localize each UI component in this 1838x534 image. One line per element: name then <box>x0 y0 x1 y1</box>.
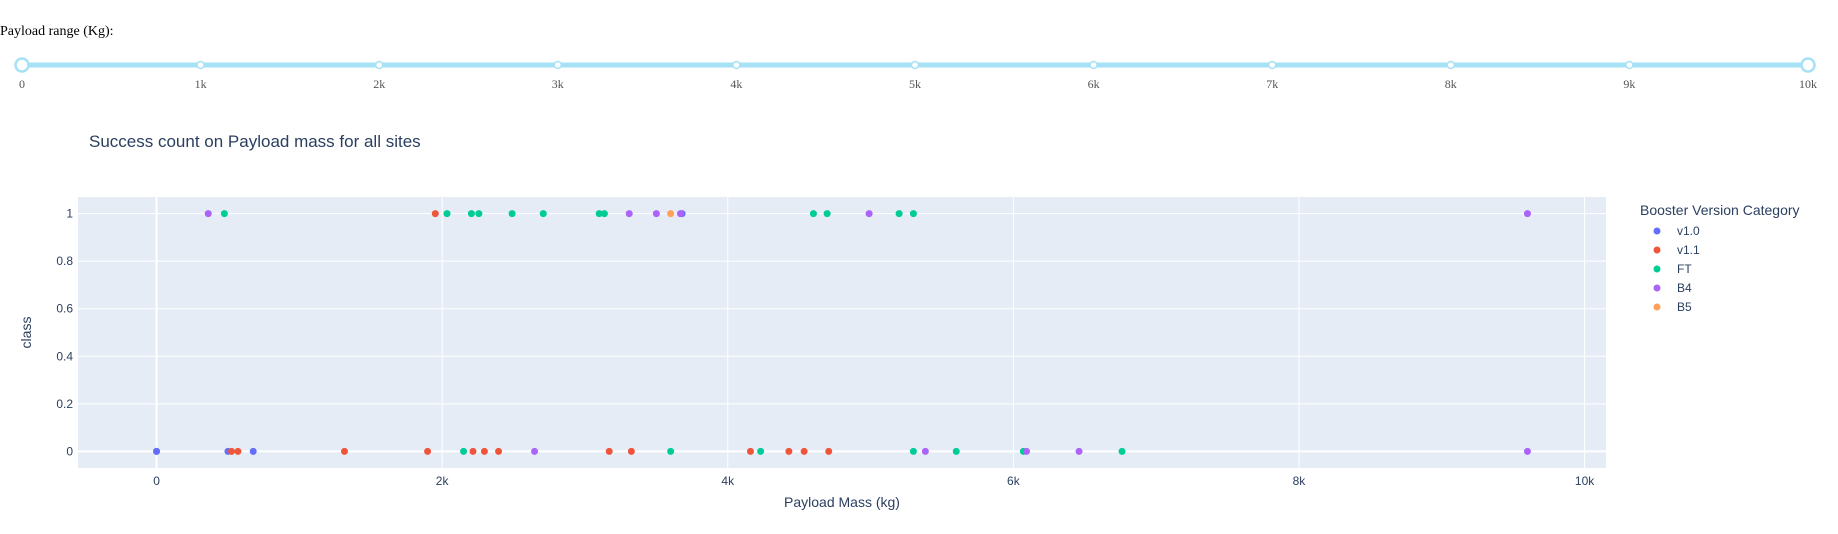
data-point-b4[interactable] <box>652 210 660 218</box>
legend: Booster Version Category v1.0 v1.1 FT B4 B5 <box>1640 202 1800 314</box>
slider-mark-label[interactable]: 2k <box>373 77 385 90</box>
data-point-v1-1[interactable] <box>424 447 432 455</box>
slider-mark-dot[interactable] <box>732 60 741 70</box>
data-point-ft[interactable] <box>952 447 960 455</box>
data-point-ft[interactable] <box>539 210 547 218</box>
slider-handle-max[interactable] <box>1800 57 1816 73</box>
slider-mark-label[interactable]: 1k <box>195 77 207 90</box>
slider-mark-dot[interactable] <box>1446 60 1456 70</box>
legend-item-label[interactable]: B5 <box>1677 300 1692 314</box>
data-point-b4[interactable] <box>204 210 212 218</box>
y-tick-label: 0 <box>66 444 73 458</box>
data-point-v1-1[interactable] <box>469 447 477 455</box>
data-point-v1-0[interactable] <box>153 447 161 455</box>
data-point-b4[interactable] <box>676 210 684 218</box>
y-tick-label: 0.6 <box>56 302 73 316</box>
slider-handle-min[interactable] <box>14 57 30 73</box>
data-point-v1-1[interactable] <box>746 447 754 455</box>
slider-mark-label[interactable]: 7k <box>1266 77 1278 90</box>
data-point-v1-1[interactable] <box>605 447 613 455</box>
plot-background <box>78 197 1606 468</box>
slider-mark-dot[interactable] <box>1267 60 1277 70</box>
slider-mark-label[interactable]: 8k <box>1445 77 1457 90</box>
legend-marker[interactable] <box>1653 303 1661 311</box>
data-point-ft[interactable] <box>220 210 228 218</box>
legend-item-label[interactable]: v1.1 <box>1677 243 1700 257</box>
data-point-v1-1[interactable] <box>627 447 635 455</box>
data-point-b4[interactable] <box>1523 447 1531 455</box>
chart-title: Success count on Payload mass for all si… <box>89 132 421 151</box>
x-tick-label: 2k <box>436 474 450 488</box>
data-point-ft[interactable] <box>667 447 675 455</box>
data-point-ft[interactable] <box>595 210 603 218</box>
data-point-ft[interactable] <box>467 210 475 218</box>
slider-mark-dot[interactable] <box>910 60 920 70</box>
data-point-b4[interactable] <box>865 210 873 218</box>
data-point-v1-1[interactable] <box>431 210 439 218</box>
data-point-ft[interactable] <box>1118 447 1126 455</box>
data-point-v1-1[interactable] <box>800 447 808 455</box>
data-point-v1-1[interactable] <box>785 447 793 455</box>
legend-marker[interactable] <box>1653 265 1661 273</box>
data-point-ft[interactable] <box>460 447 468 455</box>
slider-mark-label[interactable]: 3k <box>552 77 564 90</box>
y-tick-label: 1 <box>66 207 73 221</box>
slider-mark-dot[interactable] <box>1089 60 1098 70</box>
y-tick-label: 0.4 <box>56 349 73 363</box>
slider-mark-label[interactable]: 4k <box>730 77 742 90</box>
y-tick-label: 0.2 <box>56 397 73 411</box>
x-tick-label: 4k <box>721 474 735 488</box>
y-tick-label: 0.8 <box>56 254 73 268</box>
data-point-ft[interactable] <box>823 210 831 218</box>
data-point-v1-1[interactable] <box>234 447 242 455</box>
data-point-b4[interactable] <box>1075 447 1083 455</box>
data-point-ft[interactable] <box>809 210 817 218</box>
legend-item-label[interactable]: v1.0 <box>1677 224 1700 238</box>
y-axis-title: class <box>18 317 34 349</box>
data-point-v1-1[interactable] <box>495 447 503 455</box>
legend-title: Booster Version Category <box>1640 202 1800 218</box>
slider-mark-dot[interactable] <box>553 60 563 70</box>
slider-mark-dot[interactable] <box>196 60 205 70</box>
data-point-ft[interactable] <box>443 210 451 218</box>
data-point-b5[interactable] <box>667 210 675 218</box>
data-point-b4[interactable] <box>625 210 633 218</box>
data-point-b4[interactable] <box>1023 447 1031 455</box>
payload-range-slider[interactable]: 0 1k 2k 3k 4k 5k 6k 7k 8k 9k 10k <box>0 50 1838 90</box>
data-point-ft[interactable] <box>909 210 917 218</box>
data-point-b4[interactable] <box>1523 210 1531 218</box>
data-point-ft[interactable] <box>895 210 903 218</box>
x-tick-label: 6k <box>1007 474 1021 488</box>
slider-mark-dot[interactable] <box>374 60 384 70</box>
x-tick-label: 8k <box>1293 474 1307 488</box>
data-point-v1-1[interactable] <box>340 447 348 455</box>
slider-mark-label[interactable]: 0 <box>19 77 25 90</box>
legend-marker[interactable] <box>1653 246 1661 254</box>
legend-item-label[interactable]: B4 <box>1677 281 1692 295</box>
payload-range-label: Payload range (Kg): <box>0 24 114 39</box>
data-point-b4[interactable] <box>531 447 539 455</box>
slider-mark-label[interactable]: 5k <box>909 77 921 90</box>
x-tick-label: 10k <box>1575 474 1595 488</box>
data-point-b4[interactable] <box>921 447 929 455</box>
data-point-ft[interactable] <box>508 210 516 218</box>
data-point-v1-0[interactable] <box>249 447 257 455</box>
x-tick-label: 0 <box>153 474 160 488</box>
slider-mark-label[interactable]: 9k <box>1623 77 1635 90</box>
data-point-v1-1[interactable] <box>480 447 488 455</box>
data-point-ft[interactable] <box>475 210 483 218</box>
legend-marker[interactable] <box>1653 284 1661 292</box>
data-point-ft[interactable] <box>600 210 608 218</box>
data-point-v1-1[interactable] <box>825 447 833 455</box>
slider-mark-dot[interactable] <box>1625 60 1634 70</box>
data-point-ft[interactable] <box>909 447 917 455</box>
legend-item-label[interactable]: FT <box>1677 262 1692 276</box>
data-point-v1-1[interactable] <box>228 447 236 455</box>
x-axis-title: Payload Mass (kg) <box>784 494 900 510</box>
legend-marker[interactable] <box>1653 227 1661 235</box>
data-point-ft[interactable] <box>757 447 765 455</box>
slider-mark-label[interactable]: 10k <box>1799 77 1817 90</box>
slider-mark-label[interactable]: 6k <box>1088 77 1100 90</box>
